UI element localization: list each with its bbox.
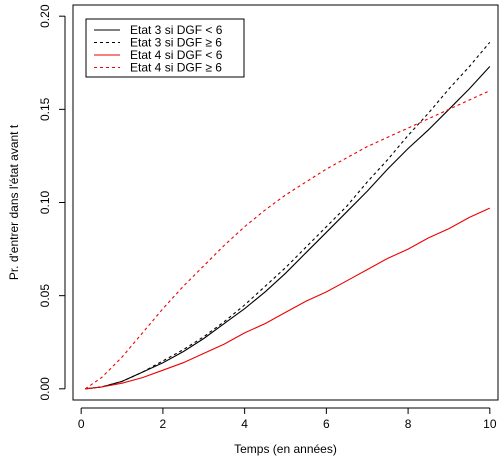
y-axis: 0.00 0.05 0.10 0.15 0.20 [38, 4, 66, 401]
y-tick-label: 0.20 [38, 4, 52, 28]
x-axis: 0 2 4 6 8 10 [78, 407, 497, 431]
y-tick-label: 0.15 [38, 97, 52, 121]
x-tick-label: 2 [160, 417, 167, 431]
x-tick-label: 8 [405, 417, 412, 431]
series-layer [84, 41, 491, 390]
plot-frame [72, 4, 499, 401]
x-tick-label: 0 [78, 417, 85, 431]
x-tick-label: 4 [241, 417, 248, 431]
x-tick-label: 10 [483, 417, 497, 431]
y-tick-label: 0.10 [38, 190, 52, 214]
legend-label: Etat 4 si DGF < 6 [130, 48, 223, 62]
y-tick-label: 0.00 [38, 377, 52, 401]
y-axis-title: Pr. d'entrer dans l'état avant t [7, 124, 21, 280]
legend-label: Etat 3 si DGF < 6 [130, 23, 223, 37]
legend-label: Etat 3 si DGF ≥ 6 [130, 36, 222, 50]
x-axis-title: Temps (en années) [234, 442, 337, 456]
legend-label: Etat 4 si DGF ≥ 6 [130, 61, 222, 75]
y-tick-label: 0.05 [38, 284, 52, 308]
x-tick-label: 6 [323, 417, 330, 431]
series-line-2 [85, 41, 491, 390]
series-line-3 [85, 207, 491, 390]
series-line-4 [84, 90, 491, 390]
